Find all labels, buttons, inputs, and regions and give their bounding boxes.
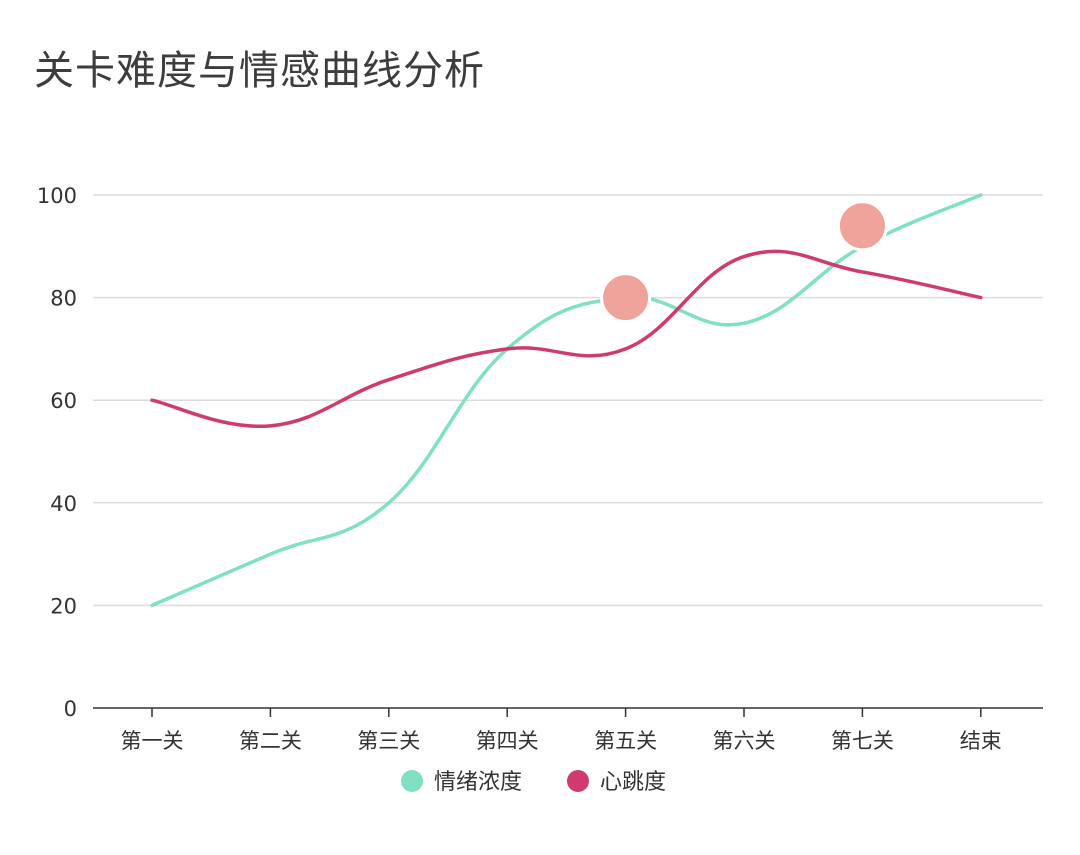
legend: 情绪浓度 心跳度 — [401, 770, 666, 795]
highlight-marker-1 — [600, 272, 652, 324]
y-tick-label: 60 — [50, 389, 77, 413]
legend-label-2: 心跳度 — [600, 770, 666, 795]
highlight-marker-2 — [836, 200, 888, 252]
highlight-markers — [600, 200, 888, 324]
x-tick-label: 第五关 — [594, 729, 657, 753]
series-lines — [150, 193, 983, 608]
x-tick-label: 第一关 — [121, 729, 184, 753]
y-tick-label: 20 — [50, 594, 77, 618]
axes: 0 20 40 60 80 100 第一关 第二关 第三关 第四关 第五关 第六关 第七关 结束 — [37, 184, 1043, 753]
series-line-1 — [150, 193, 983, 608]
y-tick-label: 100 — [37, 184, 77, 208]
chart-title: 关卡难度与情感曲线分析 — [34, 48, 485, 94]
legend-label-1: 情绪浓度 — [434, 770, 522, 795]
legend-swatch-1 — [401, 770, 423, 792]
y-tick-label: 80 — [50, 287, 77, 311]
grid-lines — [93, 194, 1043, 607]
x-tick-label: 第六关 — [713, 729, 776, 753]
x-tick-label: 第二关 — [239, 729, 302, 753]
y-tick-label: 40 — [50, 492, 77, 516]
y-tick-label: 0 — [64, 697, 77, 721]
series-line-2 — [150, 249, 983, 429]
x-tick-label: 第三关 — [357, 729, 420, 753]
legend-swatch-2 — [567, 770, 589, 792]
x-tick-label: 结束 — [960, 729, 1002, 753]
x-tick-label: 第四关 — [476, 729, 539, 753]
x-tick-label: 第七关 — [831, 729, 894, 753]
